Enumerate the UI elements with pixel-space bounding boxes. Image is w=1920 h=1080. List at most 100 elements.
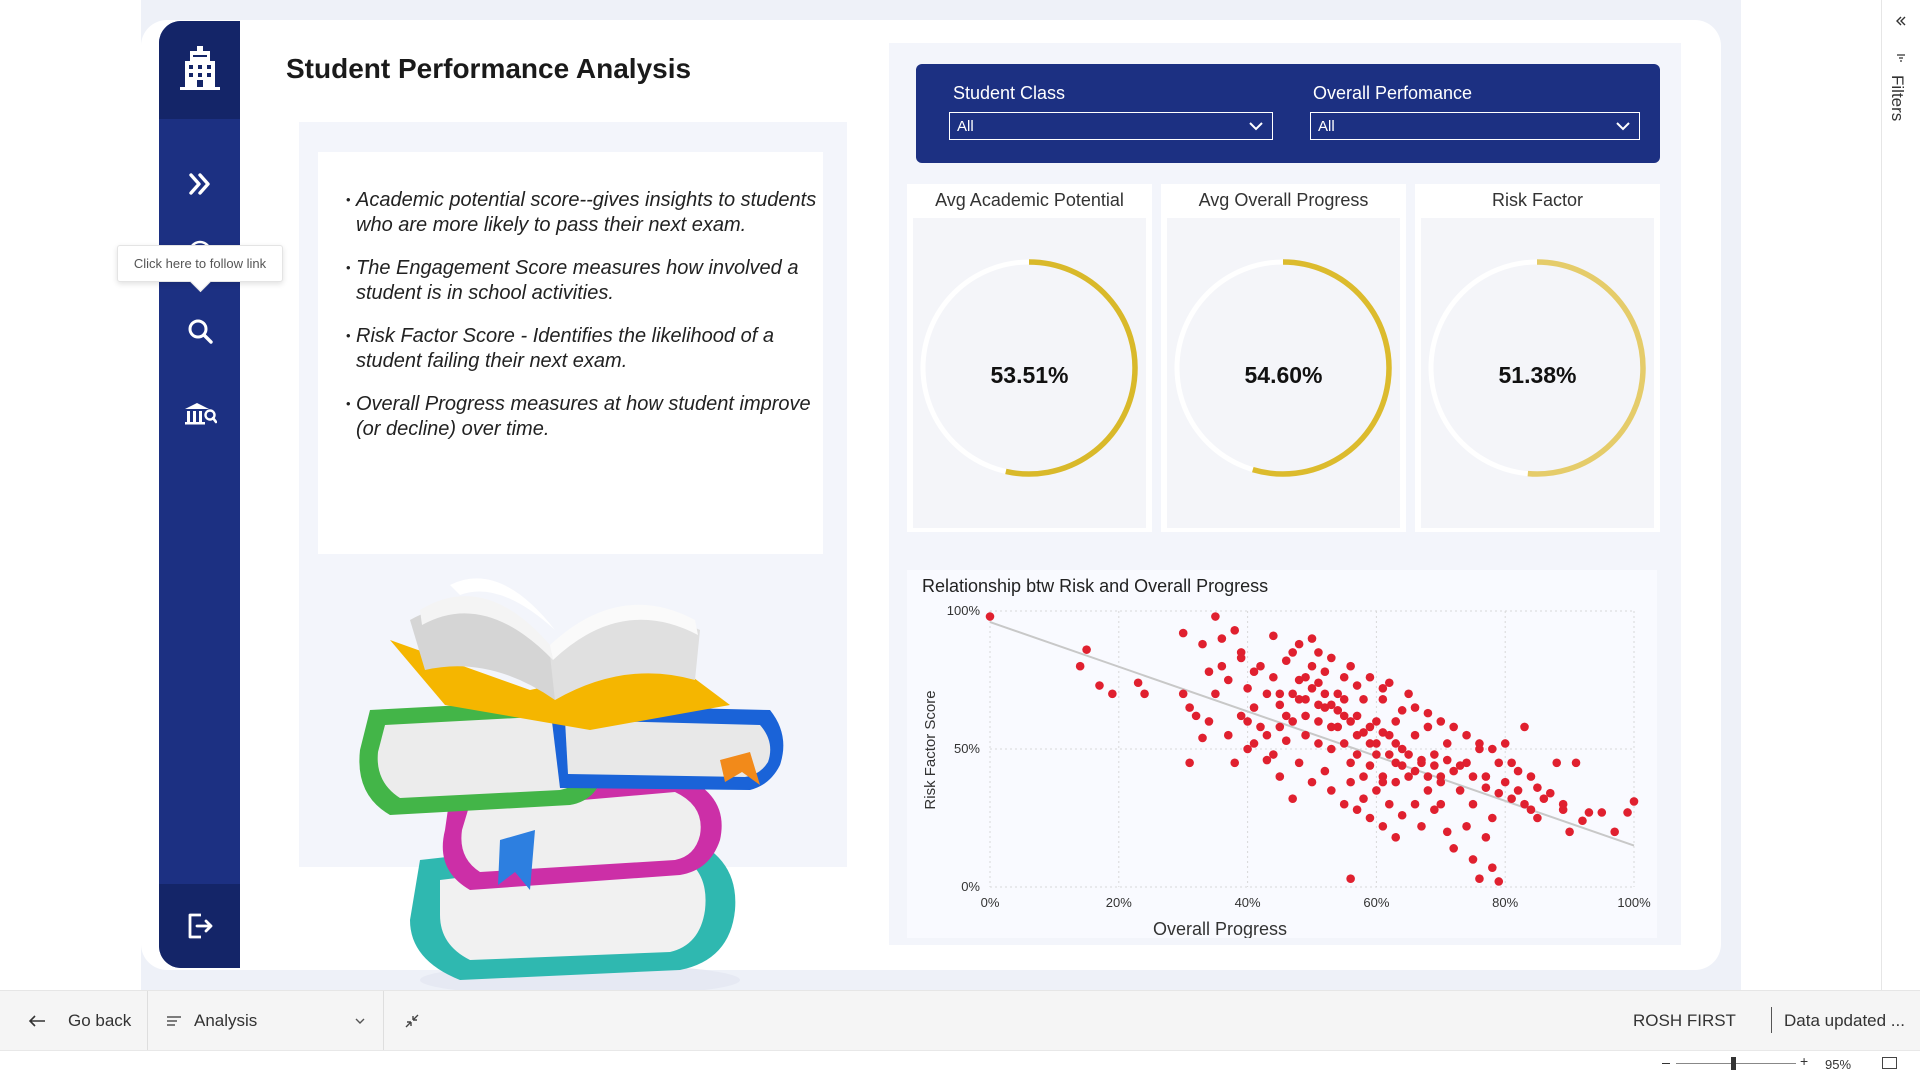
scatter-point[interactable] [1597, 808, 1607, 817]
scatter-point[interactable] [1423, 772, 1433, 781]
scatter-point[interactable] [1301, 711, 1310, 721]
scatter-point[interactable] [1198, 733, 1207, 743]
scatter-point[interactable] [1359, 772, 1368, 781]
scatter-point[interactable] [1384, 750, 1394, 759]
data-updated-status[interactable]: Data updated ... [1784, 1011, 1905, 1030]
bank-chart-icon[interactable] [159, 401, 240, 425]
scatter-point[interactable] [1352, 681, 1362, 690]
scatter-point[interactable] [1339, 739, 1349, 748]
scatter-point[interactable] [1346, 874, 1355, 884]
double-chevron-right-icon[interactable] [159, 171, 240, 197]
scatter-point[interactable] [1481, 772, 1491, 781]
scatter-point[interactable] [1410, 799, 1420, 809]
scatter-point[interactable] [1384, 678, 1394, 688]
zoom-in-icon[interactable]: + [1800, 1053, 1809, 1069]
scatter-point[interactable] [1507, 758, 1516, 768]
scatter-point[interactable] [1275, 700, 1285, 710]
scatter-point[interactable] [1397, 706, 1407, 715]
scatter-point[interactable] [1320, 689, 1330, 699]
scatter-point[interactable] [1288, 648, 1297, 657]
scatter-point[interactable] [1191, 711, 1201, 721]
zoom-slider[interactable] [1676, 1063, 1796, 1064]
scatter-point[interactable] [1462, 758, 1471, 768]
scatter-point[interactable] [1327, 700, 1336, 710]
scatter-point[interactable] [1513, 786, 1523, 795]
scatter-point[interactable] [1430, 761, 1439, 770]
scatter-point[interactable] [1352, 711, 1362, 721]
scatter-point[interactable] [1397, 761, 1407, 770]
scatter-point[interactable] [1314, 648, 1323, 657]
scatter-point[interactable] [1423, 786, 1433, 795]
scatter-point[interactable] [1372, 739, 1381, 748]
scatter-point[interactable] [1500, 777, 1510, 787]
student-class-select[interactable]: All [949, 112, 1273, 140]
scatter-point[interactable] [1449, 766, 1458, 776]
scatter-point[interactable] [1327, 653, 1336, 663]
scatter-point[interactable] [1365, 722, 1375, 732]
scatter-point[interactable] [1488, 813, 1497, 823]
scatter-point[interactable] [1462, 821, 1471, 831]
scatter-point[interactable] [1314, 700, 1323, 710]
scatter-point[interactable] [1082, 645, 1091, 654]
collapse-left-icon[interactable] [1895, 14, 1907, 32]
scatter-point[interactable] [1623, 808, 1632, 817]
fit-to-page-icon[interactable] [1882, 1057, 1897, 1069]
scatter-point[interactable] [1281, 656, 1291, 665]
scatter-point[interactable] [1430, 750, 1439, 759]
scatter-point[interactable] [1565, 827, 1574, 837]
scatter-point[interactable] [1294, 695, 1304, 704]
scatter-point[interactable] [1391, 717, 1401, 726]
scatter-point[interactable] [1230, 758, 1240, 768]
scatter-point[interactable] [1526, 805, 1536, 815]
scatter-point[interactable] [1494, 788, 1504, 798]
scatter-point[interactable] [1539, 794, 1549, 803]
scatter-point[interactable] [1281, 711, 1291, 721]
scatter-point[interactable] [1513, 766, 1523, 776]
scatter-point[interactable] [1320, 703, 1330, 712]
scatter-point[interactable] [1333, 722, 1343, 732]
scatter-point[interactable] [1468, 855, 1478, 864]
scatter-point[interactable] [1236, 653, 1246, 663]
scatter-point[interactable] [1359, 794, 1368, 803]
exit-icon[interactable] [159, 912, 240, 940]
scatter-point[interactable] [1384, 799, 1394, 809]
scatter-point[interactable] [1488, 863, 1497, 872]
scatter-point[interactable] [1198, 639, 1207, 649]
scatter-point[interactable] [1339, 695, 1349, 704]
scatter-point[interactable] [1075, 661, 1085, 671]
scatter-point[interactable] [1288, 794, 1297, 803]
scatter-point[interactable] [1230, 626, 1240, 635]
scatter-point[interactable] [1301, 672, 1310, 682]
scatter-point[interactable] [985, 612, 995, 621]
scatter-point[interactable] [1346, 717, 1355, 726]
scatter-point[interactable] [1417, 821, 1426, 831]
overall-performance-select[interactable]: All [1310, 112, 1640, 140]
scatter-point[interactable] [1243, 683, 1252, 693]
scatter-point[interactable] [1288, 717, 1297, 726]
scatter-point[interactable] [1552, 758, 1562, 768]
scatter-point[interactable] [1243, 717, 1252, 726]
scatter-point[interactable] [1365, 672, 1375, 682]
scatter-point[interactable] [1475, 874, 1484, 884]
scatter-point[interactable] [1430, 805, 1439, 815]
scatter-point[interactable] [1410, 703, 1420, 712]
scatter-point[interactable] [1294, 675, 1304, 685]
scatter-point[interactable] [1256, 661, 1265, 671]
scatter-point[interactable] [1352, 750, 1362, 759]
scatter-point[interactable] [1256, 722, 1265, 732]
scatter-point[interactable] [1442, 755, 1452, 765]
scatter-point[interactable] [1578, 816, 1587, 826]
scatter-point[interactable] [1436, 717, 1446, 726]
scatter-point[interactable] [1494, 877, 1504, 886]
collapse-icon[interactable] [404, 991, 420, 1051]
zoom-out-icon[interactable] [1662, 1063, 1670, 1064]
scatter-point[interactable] [1378, 728, 1388, 737]
scatter-point[interactable] [1339, 672, 1349, 682]
scatter-point[interactable] [1314, 678, 1323, 688]
scatter-point[interactable] [1133, 678, 1143, 688]
zoom-slider-handle[interactable] [1731, 1057, 1736, 1070]
scatter-point[interactable] [1449, 722, 1458, 732]
scatter-point[interactable] [1204, 667, 1214, 677]
scatter-point[interactable] [1423, 708, 1433, 718]
scatter-point[interactable] [1397, 744, 1407, 754]
